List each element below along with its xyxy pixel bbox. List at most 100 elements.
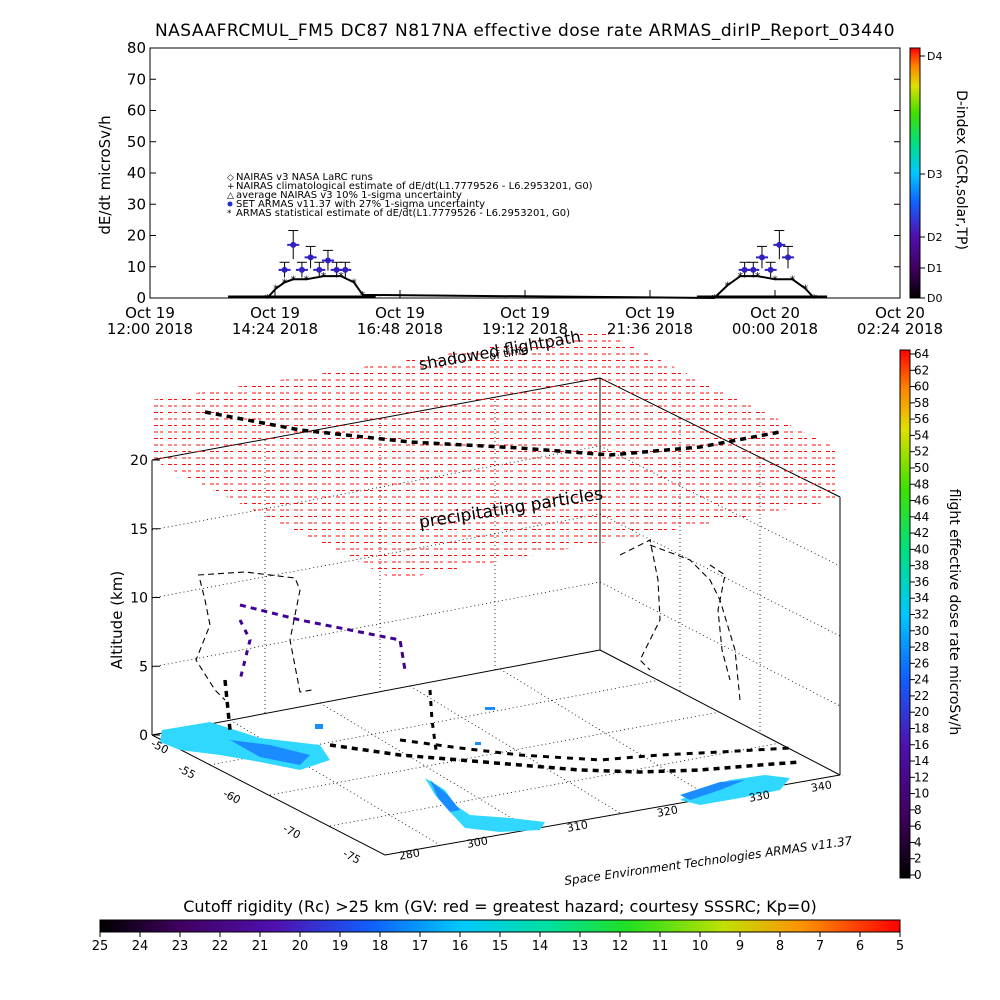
dindex-tick-label: D0 (927, 292, 942, 305)
top-ytick-label: 70 (127, 70, 146, 88)
legend-symbol-diamond: ◇ (227, 173, 234, 183)
top-legend: ◇ NAIRAS v3 NASA LaRC runs + NAIRAS clim… (227, 172, 593, 219)
top-xtick-label-1: Oct 20 (750, 304, 800, 322)
dose-tick-label: 30 (914, 624, 929, 638)
dindex-tick-label: D1 (927, 262, 942, 275)
dose-tick-label: 54 (914, 428, 929, 442)
dose-tick-label: 10 (914, 787, 929, 801)
region-blue-dot-3 (475, 742, 481, 745)
legend-entry-4: ARMAS statistical estimate of dE/dt(L1.7… (236, 208, 570, 219)
cutoff-tick-label: 6 (856, 939, 864, 954)
top-panel: dE/dt microSv/h 0 10 20 30 40 50 60 70 80 Oct 19… (96, 39, 969, 338)
bottom-panel: shadowed flightpath of time precipitatin… (108, 327, 962, 888)
latitude-tick-label: -75 (341, 847, 363, 867)
altitude-ticks: 0 5 10 15 20 (130, 453, 160, 744)
flight-markers-top-track (204, 410, 781, 457)
dose-tick-label: 12 (914, 770, 929, 784)
dose-rate-colorbar (899, 349, 911, 879)
top-ytick-label: 40 (127, 164, 146, 182)
region-blue-east (680, 780, 745, 800)
statistical-estimate-point: * (290, 273, 296, 286)
dose-tick-label: 6 (914, 819, 922, 833)
statistical-estimate-point: * (738, 270, 744, 283)
top-xtick-label-2: 19:12 2018 (482, 320, 568, 338)
cutoff-tick-label: 24 (132, 939, 149, 954)
statistical-estimate-point: * (755, 270, 761, 283)
dose-tick-label: 60 (914, 380, 929, 394)
cutoff-tick-label: 23 (172, 939, 189, 954)
credit-text: Space Environment Technologies ARMAS v11… (563, 834, 853, 888)
top-xtick-label-1: Oct 19 (625, 304, 675, 322)
region-blue-center (430, 780, 460, 812)
flight-markers-low-track (223, 679, 801, 774)
cutoff-colorbar (99, 919, 901, 933)
top-xtick-label-2: 02:24 2018 (857, 320, 943, 338)
statistical-estimate-point: * (282, 276, 288, 289)
cutoff-tick-label: 25 (92, 939, 109, 954)
legend-entry-1: NAIRAS climatological estimate of dE/dt(… (236, 181, 593, 192)
dose-rate-label: flight effective dose rate microSv/h (946, 489, 962, 735)
dose-rate-ticks: 0246810121416182022242628303234363840424… (910, 347, 929, 882)
dose-tick-label: 36 (914, 575, 929, 589)
flight-markers-purple-arc-2 (238, 619, 252, 681)
latitude-tick-label: -60 (221, 787, 243, 807)
region-cyan-center (425, 778, 545, 832)
longitude-ticks: 280 300 310 320 330 340 (398, 778, 833, 862)
top-xtick-label-2: 12:00 2018 (107, 320, 193, 338)
cutoff-panel: Cutoff rigidity (Rc) >25 km (GV: red = g… (92, 897, 904, 954)
legend-symbol-triangle: △ (227, 191, 234, 201)
dindex-ticks: D0 D1 D2 D3 D4 (920, 50, 942, 305)
statistical-estimate-line (266, 275, 815, 300)
statistical-estimate-point: * (351, 276, 357, 289)
dose-tick-label: 56 (914, 412, 929, 426)
cutoff-tick-label: 17 (412, 939, 429, 954)
dose-tick-label: 24 (914, 673, 929, 687)
statistical-estimate-point: * (711, 292, 717, 305)
statistical-estimate-point: * (803, 283, 809, 296)
altitude-tick-label: 20 (130, 453, 148, 469)
cutoff-ticks: 25 24 23 22 21 20 19 18 17 16 15 14 13 12 11 10 9 8 7 6 5 (92, 932, 904, 954)
region-blue-west (230, 740, 310, 765)
flight-markers-purple-arc (239, 603, 407, 671)
dose-tick-label: 58 (914, 396, 929, 410)
legend-entry-2: average NAIRAS v3 10% 1-sigma uncertaint… (236, 190, 462, 201)
region-cyan-east (680, 775, 790, 805)
latitude-tick-label: -55 (176, 762, 198, 782)
dose-tick-label: 8 (914, 803, 922, 817)
top-xtick-label-1: Oct 20 (875, 304, 925, 322)
dose-tick-label: 62 (914, 363, 929, 377)
dose-tick-label: 26 (914, 656, 929, 670)
altitude-label: Altitude (km) (108, 571, 126, 669)
statistical-estimate-point: * (304, 273, 310, 286)
dose-tick-label: 34 (914, 591, 929, 605)
altitude-tick-label: 0 (139, 728, 148, 744)
dose-tick-label: 4 (914, 835, 922, 849)
statistical-estimate-point: * (273, 283, 279, 296)
dose-tick-label: 18 (914, 721, 929, 735)
top-ytick-label: 60 (127, 102, 146, 120)
top-xtick-label-2: 14:24 2018 (232, 320, 318, 338)
dose-tick-label: 22 (914, 689, 929, 703)
top-xtick-label-2: 21:36 2018 (607, 320, 693, 338)
top-xtick-label-1: Oct 19 (500, 304, 550, 322)
legend-entry-0: NAIRAS v3 NASA LaRC runs (236, 172, 373, 183)
dose-tick-label: 64 (914, 347, 929, 361)
flight-markers (204, 410, 801, 774)
dose-tick-label: 50 (914, 461, 929, 475)
top-ytick-label: 30 (127, 195, 146, 213)
dose-tick-label: 52 (914, 445, 929, 459)
longitude-tick-label: 300 (466, 834, 489, 850)
longitude-tick-label: 330 (748, 788, 771, 804)
cutoff-tick-label: 20 (292, 939, 309, 954)
cutoff-tick-label: 22 (212, 939, 229, 954)
legend-symbol-blue-dot (227, 201, 233, 207)
figure-title: NASAAFRCMUL_FM5 DC87 N817NA effective do… (155, 21, 895, 41)
cutoff-tick-label: 10 (692, 939, 709, 954)
altitude-tick-label: 10 (130, 591, 148, 607)
region-blue-dot-2 (485, 707, 495, 710)
dose-tick-label: 40 (914, 542, 929, 556)
top-ylabel: dE/dt microSv/h (96, 115, 114, 234)
top-xtick-label-2: 16:48 2018 (357, 320, 443, 338)
cutoff-tick-label: 8 (776, 939, 784, 954)
